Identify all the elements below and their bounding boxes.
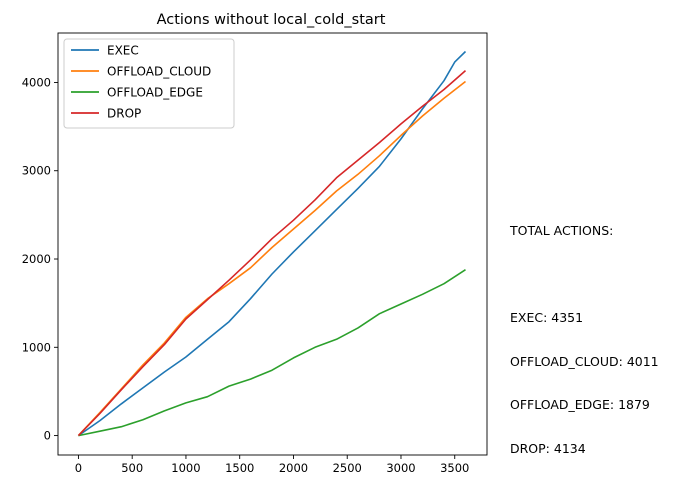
y-tick-label: 4000 [22, 75, 51, 89]
series-line-offload-cloud [77, 80, 466, 437]
y-tick-label: 1000 [22, 340, 51, 354]
x-tick-label: 3500 [440, 461, 469, 475]
total-exec: EXEC: 4351 [510, 310, 584, 325]
total-actions-heading: TOTAL ACTIONS: [510, 223, 614, 238]
total-drop: DROP: 4134 [510, 440, 586, 456]
plot-lines [77, 50, 467, 437]
spacer [510, 268, 659, 283]
legend-box [63, 38, 235, 129]
total-actions-note: TOTAL ACTIONS: EXEC: 4351 OFFLOAD_CLOUD:… [510, 195, 659, 471]
legend-label: EXEC [107, 44, 139, 58]
total-offload-edge: OFFLOAD_EDGE: 1879 [510, 397, 650, 412]
legend: EXEC OFFLOAD_CLOUD OFFLOAD_EDGE DROP [63, 38, 235, 129]
x-axis: 0 500 1000 1500 2000 2500 3000 3500 [75, 455, 469, 475]
plot-frame [57, 32, 488, 456]
chart-title: Actions without local_cold_start [157, 12, 386, 28]
x-tick-label: 1000 [171, 461, 200, 475]
y-axis: 0 1000 2000 3000 4000 [22, 75, 58, 443]
x-tick-label: 1500 [225, 461, 254, 475]
x-tick-label: 500 [121, 461, 143, 475]
series-line-exec [77, 50, 467, 437]
total-offload-cloud: OFFLOAD_CLOUD: 4011 [510, 353, 659, 369]
legend-label: OFFLOAD_EDGE [107, 86, 203, 100]
legend-label: OFFLOAD_CLOUD [107, 65, 211, 79]
x-tick-label: 3000 [386, 461, 415, 475]
x-tick-label: 0 [75, 461, 82, 475]
y-tick-label: 2000 [22, 252, 51, 266]
series-line-offload-edge [78, 269, 466, 437]
y-tick-label: 0 [44, 429, 51, 443]
series-line-drop [77, 69, 467, 437]
x-tick-label: 2000 [279, 461, 308, 475]
y-tick-label: 3000 [22, 164, 51, 178]
legend-label: DROP [107, 107, 141, 121]
x-tick-label: 2500 [333, 461, 362, 475]
